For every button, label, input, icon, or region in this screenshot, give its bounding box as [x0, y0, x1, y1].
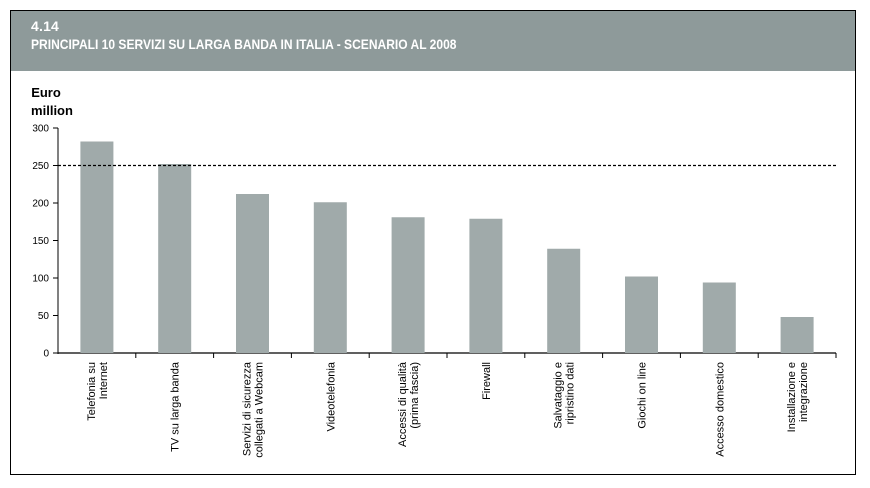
- x-tick-label: ripristino dati: [565, 362, 577, 424]
- bar: [391, 217, 425, 353]
- x-tick-label: (prima fascia): [409, 362, 421, 429]
- x-tick-label: Giochi on line: [637, 362, 649, 429]
- bar: [313, 202, 347, 353]
- x-tick-label: Accessi di qualità: [397, 361, 409, 447]
- y-tick-label: 100: [32, 274, 49, 285]
- bar: [547, 248, 581, 353]
- x-tick-label: Firewall: [481, 362, 493, 400]
- x-tick-label: Internet: [98, 362, 110, 399]
- x-tick-label: collegati a Webcam: [254, 362, 266, 458]
- x-tick-label: Videotelefonia: [325, 361, 337, 431]
- y-tick-label: 50: [38, 311, 50, 322]
- chart-header: 4.14 PRINCIPALI 10 SERVIZI SU LARGA BAND…: [11, 11, 855, 71]
- x-tick-label: Accesso domestico: [714, 362, 726, 457]
- y-axis-label: Euro: [31, 85, 61, 100]
- x-tick-label: Telefonia su: [86, 362, 98, 421]
- bar: [780, 317, 814, 353]
- bar: [702, 282, 736, 353]
- y-tick-label: 250: [32, 161, 49, 172]
- x-tick-label: TV su larga banda: [170, 361, 182, 452]
- x-tick-label: integrazione: [798, 362, 810, 422]
- bar: [236, 194, 269, 353]
- x-tick-label: Servizi di sicurezza: [242, 361, 254, 456]
- chart-frame: 4.14 PRINCIPALI 10 SERVIZI SU LARGA BAND…: [10, 10, 856, 475]
- y-tick-label: 300: [32, 124, 49, 135]
- chart-title: PRINCIPALI 10 SERVIZI SU LARGA BANDA IN …: [31, 36, 457, 52]
- bar: [469, 218, 503, 353]
- y-tick-label: 200: [32, 199, 49, 210]
- bar: [158, 164, 192, 353]
- bar: [80, 141, 114, 353]
- bar: [625, 276, 658, 353]
- x-tick-label: Installazione e: [786, 362, 798, 432]
- x-tick-label: Salvataggio e: [553, 362, 565, 429]
- y-axis-label: million: [31, 103, 73, 118]
- y-tick-label: 150: [32, 236, 49, 247]
- figure-number: 4.14: [31, 18, 60, 34]
- y-tick-label: 0: [43, 349, 49, 360]
